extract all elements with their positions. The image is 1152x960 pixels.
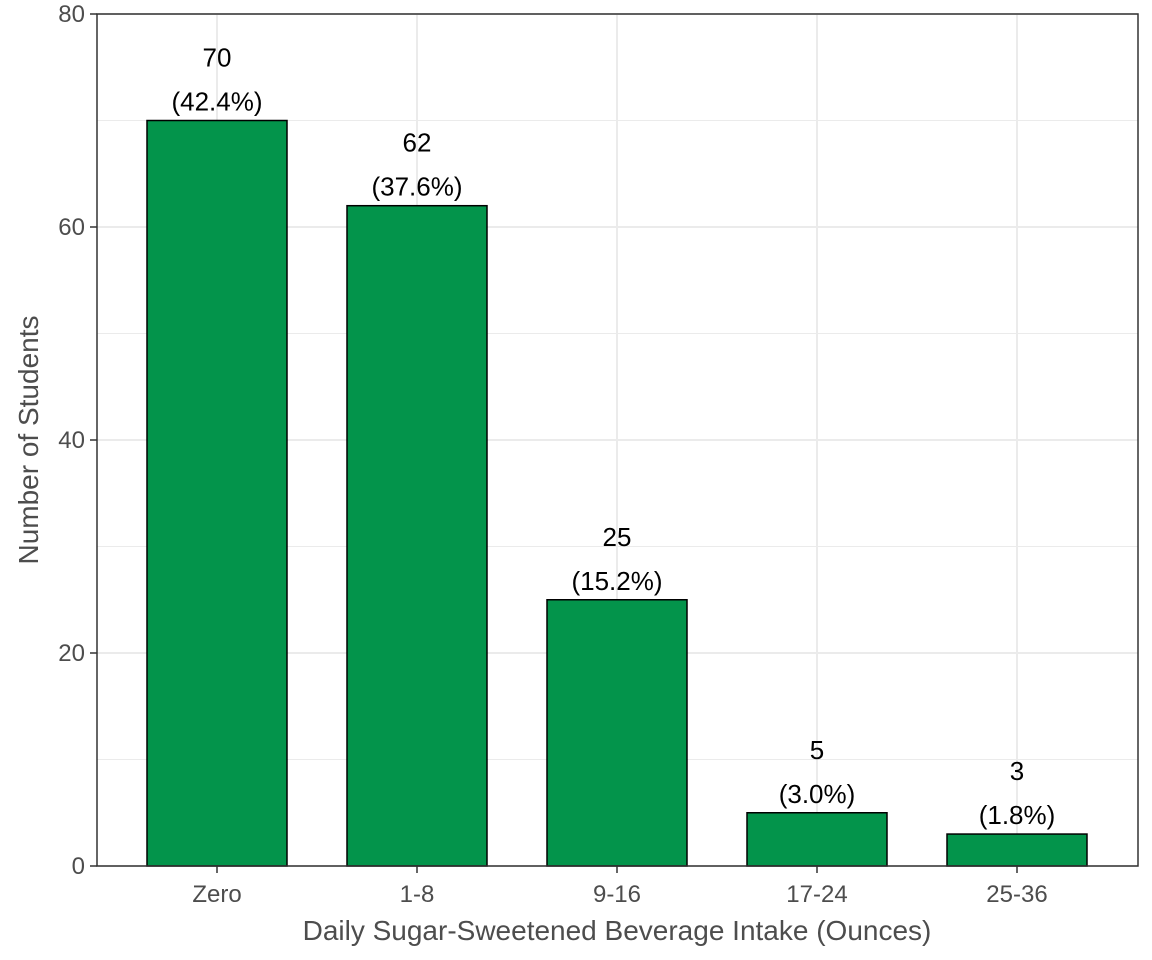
- y-tick-label: 20: [58, 640, 85, 667]
- bar: [146, 119, 288, 867]
- bar-percent-label: (3.0%): [779, 779, 856, 809]
- y-tick-label: 0: [72, 853, 85, 880]
- bars: [146, 119, 1088, 867]
- bar-percent-label: (1.8%): [979, 800, 1056, 830]
- bar-value-label: 62: [403, 128, 432, 158]
- bar-data-labels: (42.4%) 70 (37.6%) 62 (15.2%) 25 (3.0%) 5 (1.8%)…: [171, 43, 1055, 831]
- bar-value-label: 25: [603, 522, 632, 552]
- bar: [746, 812, 888, 867]
- bar-percent-label: (42.4%): [171, 87, 262, 117]
- bar-percent-label: (15.2%): [571, 566, 662, 596]
- bar-percent-label: (37.6%): [371, 172, 462, 202]
- y-tick-label: 40: [58, 427, 85, 454]
- y-axis-title: Number of Students: [13, 315, 44, 564]
- bar: [346, 204, 488, 867]
- x-axis: Zero 1-8 9-16 17-24 25-36: [192, 866, 1048, 908]
- bar-value-label: 5: [810, 735, 824, 765]
- bar: [546, 599, 688, 867]
- y-tick-label: 60: [58, 214, 85, 241]
- x-tick-label: Zero: [192, 881, 241, 908]
- x-tick-label: 17-24: [786, 881, 847, 908]
- bar-value-label: 70: [203, 43, 232, 73]
- x-tick-label: 1-8: [400, 881, 435, 908]
- bar-value-label: 3: [1010, 756, 1024, 786]
- x-tick-label: 9-16: [593, 881, 641, 908]
- bar: [946, 833, 1088, 867]
- y-axis: 0 20 40 60 80: [58, 1, 97, 880]
- x-axis-title: Daily Sugar-Sweetened Beverage Intake (O…: [303, 915, 932, 946]
- x-tick-label: 25-36: [986, 881, 1047, 908]
- y-tick-label: 80: [58, 1, 85, 28]
